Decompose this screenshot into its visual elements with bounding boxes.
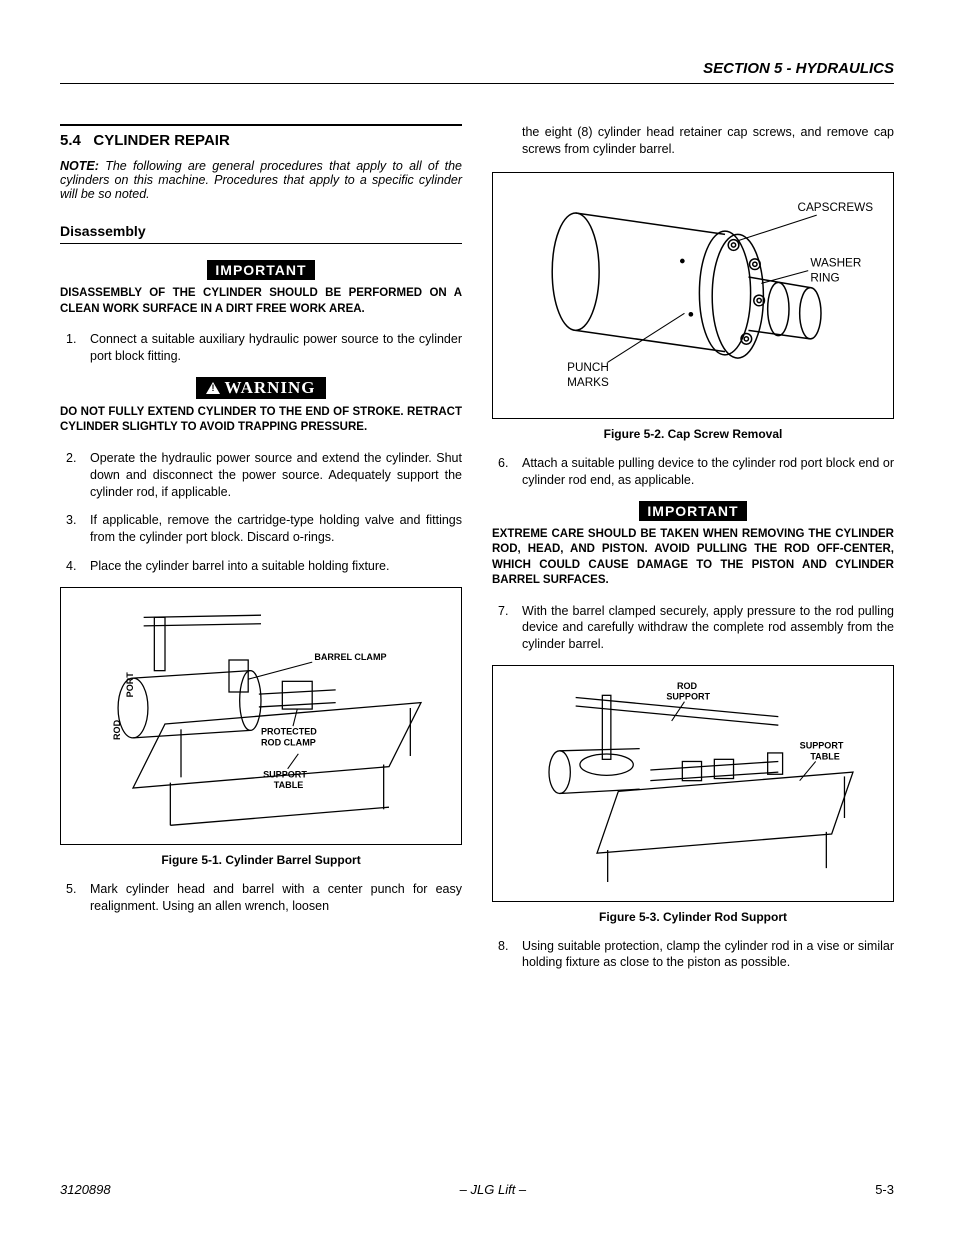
figure-5-3-box: ROD SUPPORT SUPPORT TABLE	[492, 665, 894, 901]
right-column: the eight (8) cylinder head retainer cap…	[492, 124, 894, 983]
fig3-label-rod: ROD	[677, 681, 698, 691]
section-rule	[60, 124, 462, 126]
footer-doc-number: 3120898	[60, 1182, 111, 1197]
warning-triangle-icon	[206, 382, 220, 394]
steps-list-3: 5.Mark cylinder head and barrel with a c…	[60, 881, 462, 915]
callout-do-not-extend: DO NOT FULLY EXTEND CYLINDER TO THE END …	[60, 405, 462, 436]
fig1-label-support: SUPPORT	[263, 769, 307, 779]
two-column-layout: 5.4 CYLINDER REPAIR NOTE: The following …	[60, 124, 894, 983]
steps-list-2: 2.Operate the hydraulic power source and…	[60, 450, 462, 575]
fig1-label-table: TABLE	[274, 780, 303, 790]
important-badge-wrap-2: IMPORTANT	[492, 501, 894, 521]
section-title: 5.4 CYLINDER REPAIR	[60, 132, 462, 149]
warning-badge-wrap: WARNING	[60, 377, 462, 399]
figure-5-1-svg: BARREL CLAMP PORT ROD PROTECTED ROD CLAM…	[69, 596, 453, 831]
step-4: 4.Place the cylinder barrel into a suita…	[90, 558, 462, 575]
footer-center: – JLG Lift –	[460, 1182, 526, 1197]
disassembly-heading: Disassembly	[60, 223, 462, 244]
fig1-label-port: PORT	[125, 672, 135, 698]
warning-badge: WARNING	[196, 377, 325, 399]
important-badge-2: IMPORTANT	[639, 501, 746, 521]
fig3-label-support2: SUPPORT	[800, 741, 844, 751]
section-label: SECTION 5 - HYDRAULICS	[703, 60, 894, 77]
fig1-label-barrel-clamp: BARREL CLAMP	[314, 652, 386, 662]
fig2-label-marks: MARKS	[567, 376, 609, 389]
step-5-continued: the eight (8) cylinder head retainer cap…	[492, 124, 894, 158]
steps-list-4: 6.Attach a suitable pulling device to th…	[492, 455, 894, 489]
note-label: NOTE:	[60, 159, 99, 173]
note-paragraph: NOTE: The following are general procedur…	[60, 159, 462, 201]
left-column: 5.4 CYLINDER REPAIR NOTE: The following …	[60, 124, 462, 983]
step-2: 2.Operate the hydraulic power source and…	[90, 450, 462, 501]
figure-5-2-box: CAPSCREWS WASHER RING PUNCH MARKS	[492, 172, 894, 419]
step-1: 1.Connect a suitable auxiliary hydraulic…	[90, 331, 462, 365]
footer-page-number: 5-3	[875, 1182, 894, 1197]
fig2-label-punch: PUNCH	[567, 361, 609, 374]
fig2-label-washer: WASHER	[810, 256, 861, 269]
step-6: 6.Attach a suitable pulling device to th…	[522, 455, 894, 489]
figure-5-3-caption: Figure 5-3. Cylinder Rod Support	[492, 910, 894, 924]
page-footer: 3120898 – JLG Lift – 5-3	[60, 1182, 894, 1197]
figure-5-3-svg: ROD SUPPORT SUPPORT TABLE	[501, 674, 885, 887]
callout-extreme-care: EXTREME CARE SHOULD BE TAKEN WHEN REMOVI…	[492, 527, 894, 589]
fig1-label-protected: PROTECTED	[261, 727, 317, 737]
fig2-label-ring: RING	[810, 271, 839, 284]
fig1-label-rod: ROD	[112, 719, 122, 740]
steps-list-6: 8.Using suitable protection, clamp the c…	[492, 938, 894, 972]
callout-clean-surface: DISASSEMBLY OF THE CYLINDER SHOULD BE PE…	[60, 286, 462, 317]
figure-5-2-caption: Figure 5-2. Cap Screw Removal	[492, 427, 894, 441]
page-header: SECTION 5 - HYDRAULICS	[60, 60, 894, 84]
fig3-label-table: TABLE	[810, 752, 839, 762]
important-badge-wrap: IMPORTANT	[60, 260, 462, 280]
step-5: 5.Mark cylinder head and barrel with a c…	[90, 881, 462, 915]
note-body: The following are general procedures tha…	[60, 159, 462, 201]
fig1-label-rod-clamp: ROD CLAMP	[261, 737, 316, 747]
fig2-label-capscrews: CAPSCREWS	[798, 201, 874, 214]
figure-5-1-box: BARREL CLAMP PORT ROD PROTECTED ROD CLAM…	[60, 587, 462, 845]
fig3-label-support: SUPPORT	[666, 692, 710, 702]
section-number: 5.4	[60, 132, 81, 149]
figure-5-1-caption: Figure 5-1. Cylinder Barrel Support	[60, 853, 462, 867]
figure-5-2-svg: CAPSCREWS WASHER RING PUNCH MARKS	[501, 181, 885, 405]
steps-list-1: 1.Connect a suitable auxiliary hydraulic…	[60, 331, 462, 365]
important-badge: IMPORTANT	[207, 260, 314, 280]
section-title-text: CYLINDER REPAIR	[93, 132, 229, 149]
step-3: 3.If applicable, remove the cartridge-ty…	[90, 512, 462, 546]
step-8: 8.Using suitable protection, clamp the c…	[522, 938, 894, 972]
step-7: 7.With the barrel clamped securely, appl…	[522, 603, 894, 654]
steps-list-5: 7.With the barrel clamped securely, appl…	[492, 603, 894, 654]
